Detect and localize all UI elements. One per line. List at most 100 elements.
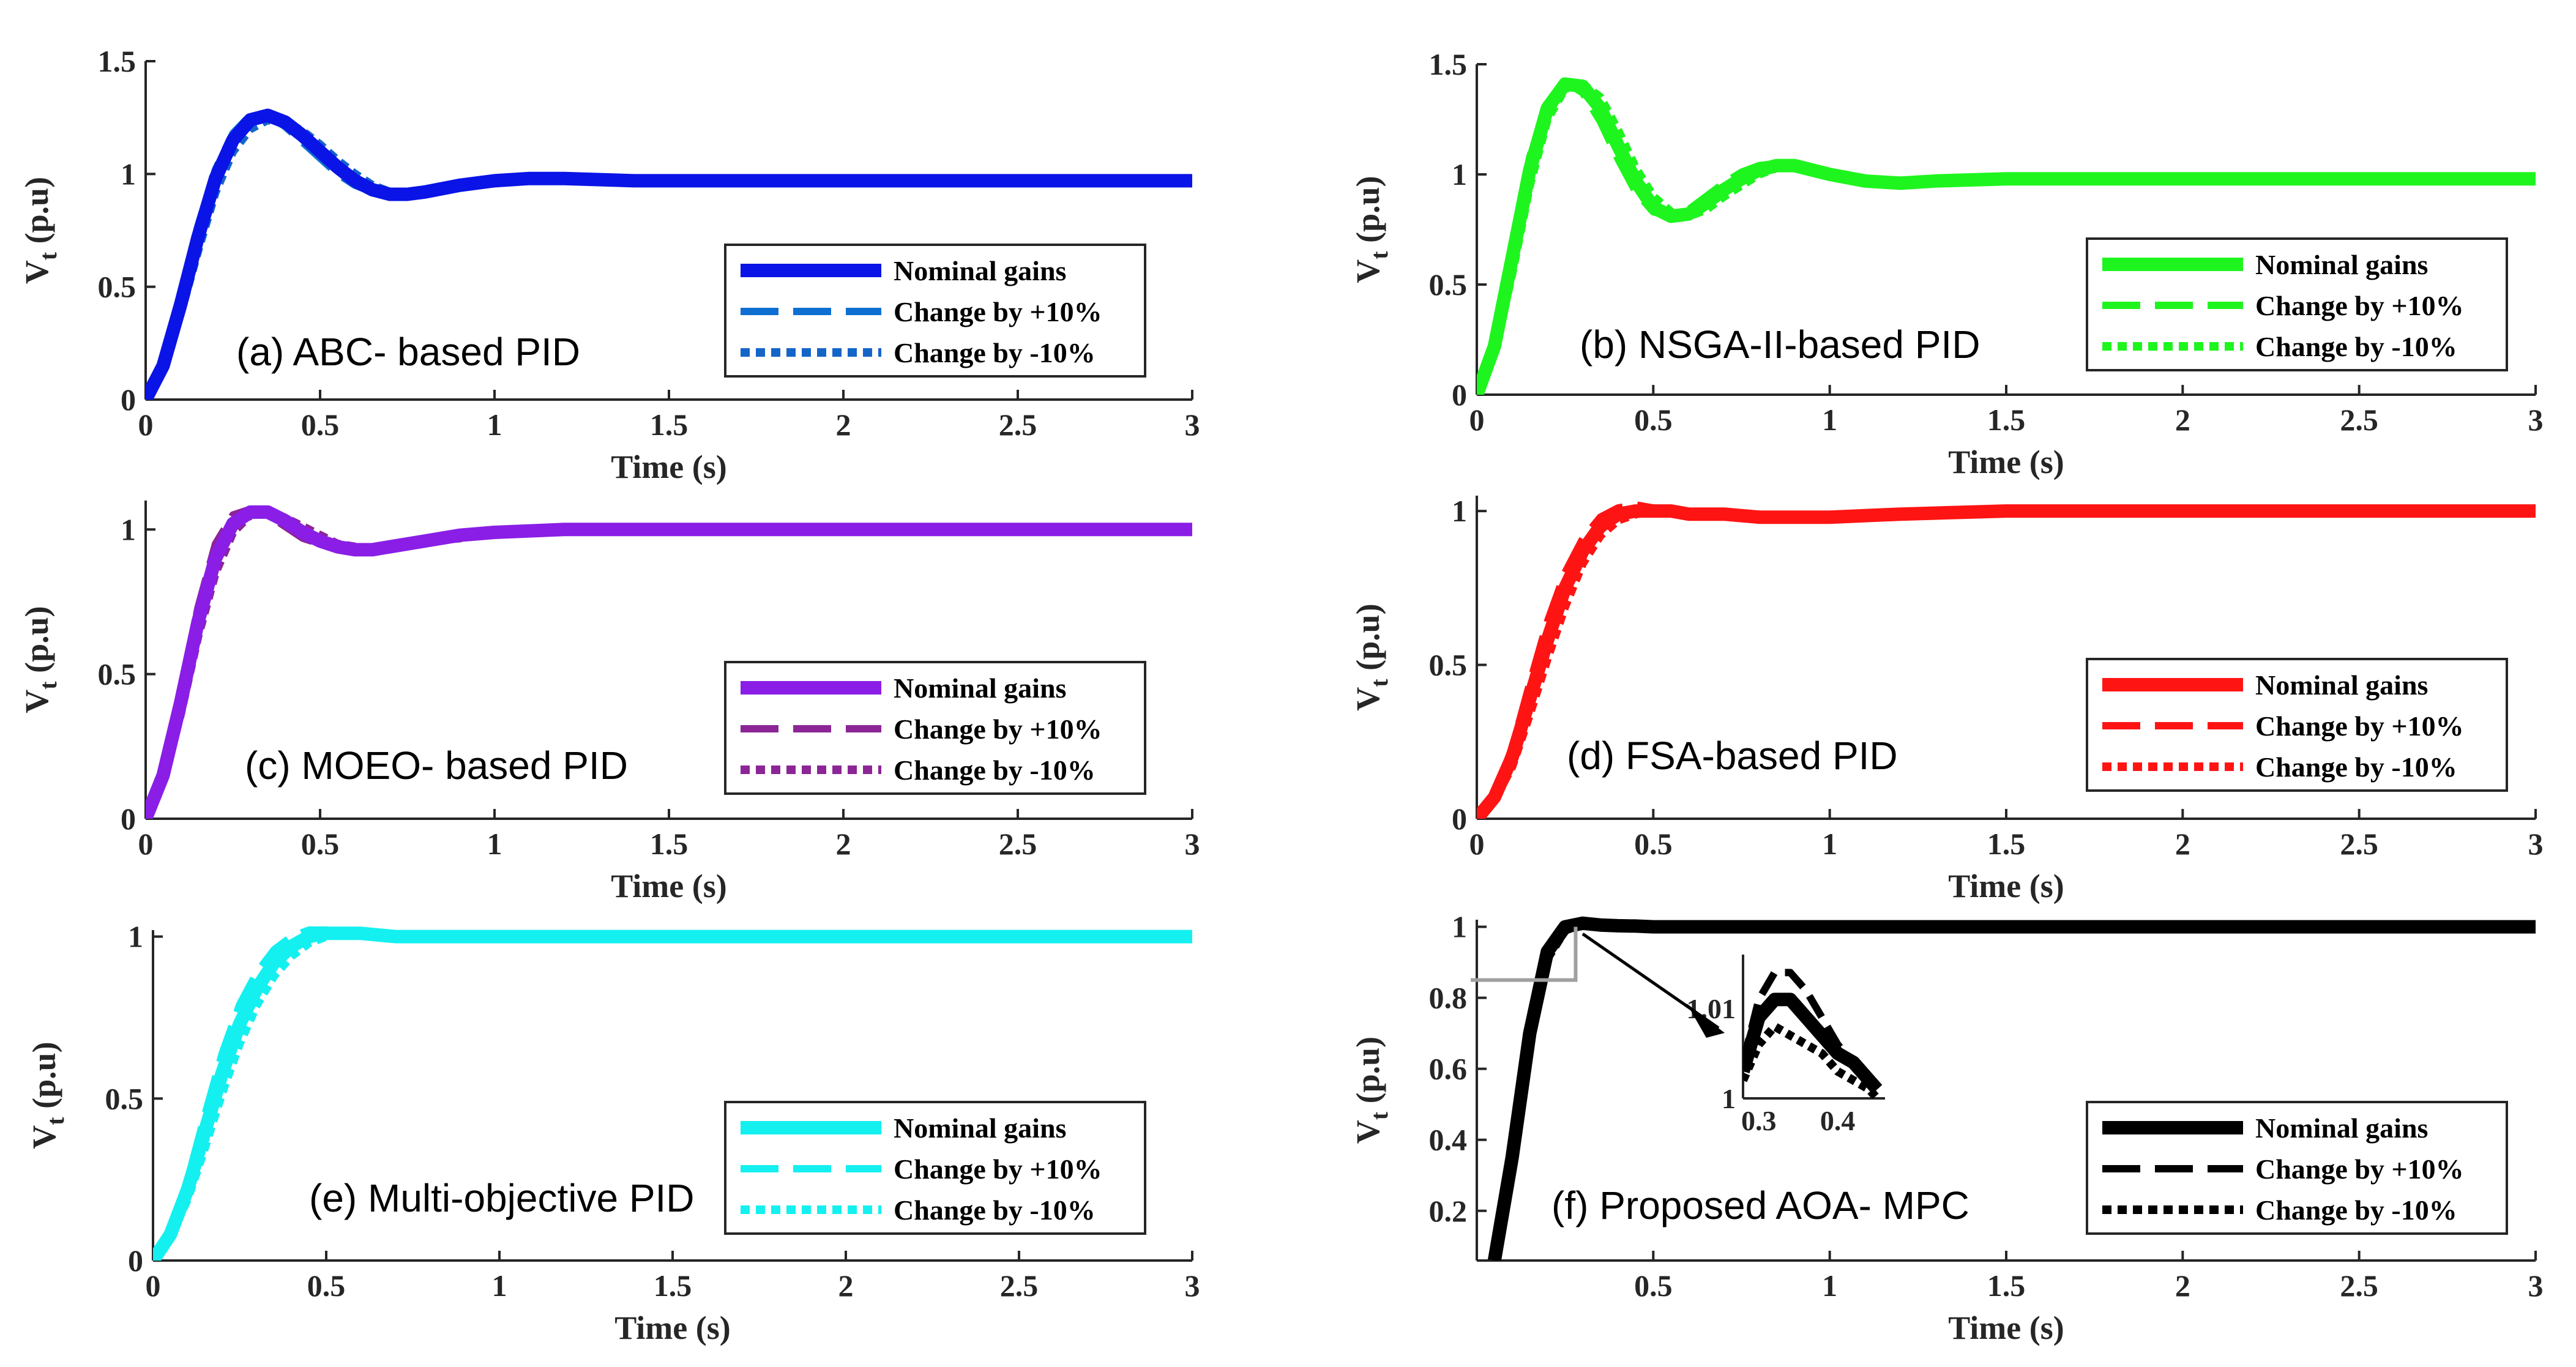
- series-line-nominal: [1477, 504, 2536, 819]
- legend-label: Change by -10%: [894, 1194, 1096, 1226]
- inset-series-line-nominal: [1743, 993, 1883, 1094]
- x-tick-label: 1: [487, 827, 502, 861]
- inset-series-line-minus10: [1743, 1022, 1881, 1098]
- legend-label: Change by -10%: [894, 337, 1096, 368]
- y-axis-label: Vt (p.u): [18, 177, 62, 284]
- y-tick-label: 1.5: [98, 44, 136, 78]
- x-tick-label: 1.5: [650, 408, 689, 442]
- x-tick-label: 0: [138, 827, 154, 861]
- y-tick-label: 0: [1452, 378, 1467, 412]
- x-tick-label: 1: [487, 408, 502, 442]
- inset-y-tick-label: 1.01: [1687, 993, 1736, 1024]
- y-tick-label: 0.6: [1429, 1052, 1468, 1086]
- panel-annotation: (c) MOEO- based PID: [245, 743, 628, 788]
- legend-label: Nominal gains: [894, 255, 1066, 286]
- x-axis-label: Time (s): [1948, 868, 2064, 904]
- y-tick-label: 0.5: [98, 657, 136, 691]
- x-tick-label: 2: [2175, 403, 2190, 437]
- legend-label: Change by -10%: [2255, 751, 2457, 783]
- panel-annotation: (a) ABC- based PID: [236, 330, 580, 374]
- legend-label: Change by -10%: [894, 754, 1096, 786]
- x-tick-label: 2: [2175, 1268, 2190, 1303]
- y-axis-label-subscript: t: [34, 681, 62, 690]
- legend: Nominal gains Change by +10% Change by -10…: [2086, 1101, 2508, 1235]
- x-tick-label: 2: [2175, 827, 2190, 861]
- series-line-nominal: [1477, 77, 2536, 395]
- x-tick-label: 0: [146, 1268, 161, 1303]
- y-tick-label: 1: [121, 157, 136, 191]
- y-axis-label-symbol: V: [1350, 1120, 1386, 1144]
- x-tick-label: 1.5: [1987, 827, 2026, 861]
- legend: Nominal gains Change by +10% Change by -10…: [2086, 658, 2508, 792]
- legend-label: Change by +10%: [894, 296, 1102, 327]
- y-axis-label-symbol: V: [1350, 687, 1386, 711]
- y-tick-label: 0.5: [1429, 267, 1468, 302]
- y-tick-label: 1: [128, 920, 143, 954]
- y-tick-label: 1: [1452, 494, 1467, 528]
- zoom-arrow-head: [1687, 1004, 1725, 1038]
- legend-label: Change by -10%: [2255, 1194, 2457, 1226]
- y-tick-label: 0.4: [1429, 1123, 1468, 1157]
- y-axis-label-subscript: t: [1365, 251, 1393, 259]
- y-axis-label: Vt (p.u): [1350, 176, 1393, 283]
- x-tick-label: 2: [836, 408, 851, 442]
- x-tick-label: 3: [2528, 1268, 2544, 1303]
- y-axis-label: Vt (p.u): [1350, 1037, 1393, 1144]
- legend-label: Nominal gains: [894, 672, 1066, 704]
- y-axis-label-unit: (p.u): [18, 177, 55, 252]
- y-tick-label: 0: [128, 1243, 143, 1278]
- y-axis-label: Vt (p.u): [26, 1041, 69, 1149]
- y-tick-label: 1: [1452, 157, 1467, 192]
- panel-annotation: (f) Proposed AOA- MPC: [1551, 1183, 1969, 1227]
- legend-label: Nominal gains: [2255, 1112, 2428, 1144]
- x-tick-label: 0: [138, 408, 154, 442]
- y-axis-label-unit: (p.u): [1350, 176, 1386, 251]
- y-tick-label: 0: [121, 802, 136, 836]
- y-tick-label: 1.5: [1429, 47, 1468, 81]
- y-axis-label-symbol: V: [1350, 259, 1386, 283]
- zoom-region-marker: [1471, 926, 1578, 982]
- y-axis-label-unit: (p.u): [1350, 1037, 1386, 1112]
- y-axis-label-symbol: V: [18, 690, 55, 713]
- y-axis-label-unit: (p.u): [1350, 603, 1386, 679]
- y-axis-label-unit: (p.u): [18, 606, 55, 681]
- x-tick-label: 1.5: [1987, 1268, 2026, 1303]
- y-axis-label-subscript: t: [1365, 679, 1393, 687]
- y-axis-label: Vt (p.u): [1350, 603, 1393, 710]
- y-tick-label: 0: [1452, 802, 1467, 836]
- x-tick-label: 2.5: [2340, 827, 2378, 861]
- chart-panel-c: 0 0.5 1 1.5 2 2.5 3 0 0.5 1 Time (s) Vt (p.u) Nomina…: [18, 501, 1200, 904]
- chart-panel-e: 0 0.5 1 1.5 2 2.5 3 0 0.5 1 Time (s) Vt (p.u) Nomina…: [26, 920, 1200, 1346]
- x-tick-label: 2.5: [999, 827, 1037, 861]
- legend-label: Nominal gains: [2255, 249, 2428, 280]
- y-tick-label: 0: [121, 382, 136, 417]
- x-tick-label: 3: [1185, 408, 1200, 442]
- x-tick-label: 0.5: [301, 408, 340, 442]
- x-tick-label: 2.5: [2340, 1268, 2378, 1303]
- y-tick-label: 0.8: [1429, 981, 1468, 1015]
- series-line-nominal: [146, 108, 1192, 400]
- x-tick-label: 1: [1822, 1268, 1837, 1303]
- legend-label: Nominal gains: [2255, 669, 2428, 701]
- x-tick-label: 0.5: [301, 827, 340, 861]
- y-axis-label-symbol: V: [26, 1125, 62, 1149]
- legend: Nominal gains Change by +10% Change by -10…: [724, 1101, 1146, 1235]
- series-line-nominal: [146, 505, 1192, 819]
- x-axis-label: Time (s): [1948, 1309, 2064, 1346]
- y-tick-label: 0.2: [1429, 1194, 1468, 1228]
- x-tick-label: 0.5: [1634, 1268, 1673, 1303]
- x-tick-label: 2.5: [999, 408, 1037, 442]
- legend: Nominal gains Change by +10% Change by -10…: [724, 244, 1146, 378]
- x-tick-label: 1: [492, 1268, 507, 1303]
- y-tick-label: 1: [1452, 910, 1467, 944]
- x-tick-label: 2: [836, 827, 851, 861]
- chart-panel-a: 0 0.5 1 1.5 2 2.5 3 0 0.5 1 1.5 Time (s) Vt (p.u) Nom…: [18, 44, 1200, 485]
- y-axis-label: Vt (p.u): [18, 606, 62, 713]
- legend-label: Nominal gains: [894, 1112, 1066, 1144]
- x-axis-label: Time (s): [1948, 444, 2064, 480]
- x-tick-label: 3: [1185, 827, 1200, 861]
- y-axis-label-subscript: t: [42, 1117, 69, 1125]
- legend-label: Change by +10%: [2255, 710, 2464, 742]
- x-tick-label: 2: [838, 1268, 854, 1303]
